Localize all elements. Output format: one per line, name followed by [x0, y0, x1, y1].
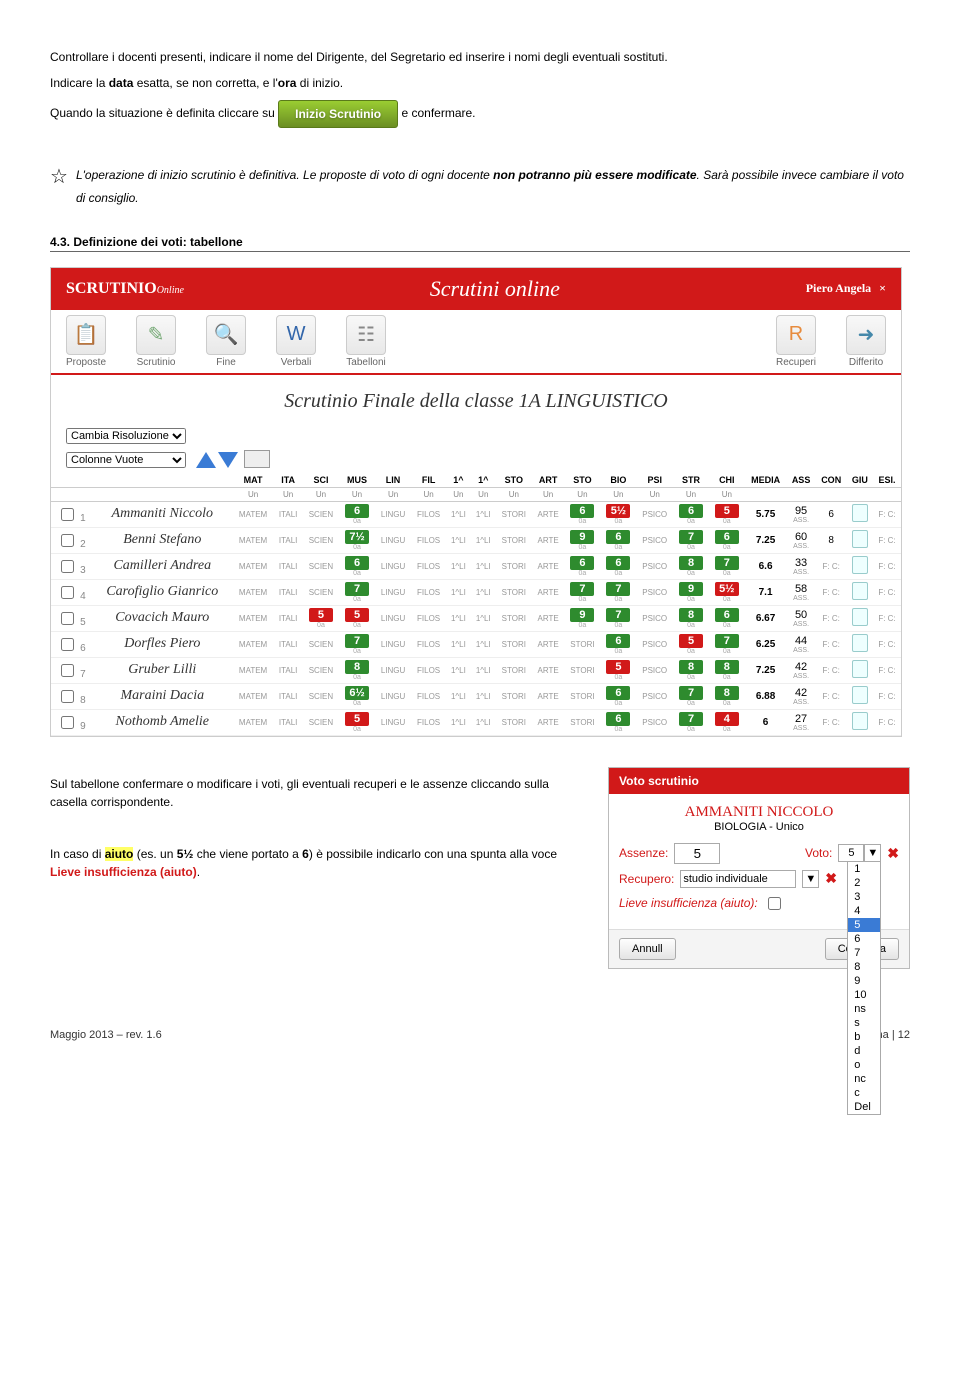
voto-option[interactable]: 2: [848, 876, 880, 890]
voto-option[interactable]: 4: [848, 904, 880, 918]
app-logo: SCRUTINIOOnline: [66, 280, 184, 298]
toolbar-recuperi[interactable]: RRecuperi: [776, 315, 816, 368]
toolbar-scrutinio[interactable]: ✎Scrutinio: [136, 315, 176, 368]
table-row[interactable]: 6Dorfles PieroMATEMITALISCIEN70aLINGUFIL…: [51, 631, 901, 657]
grades-table: MATITASCIMUSLINFIL1^1^STOARTSTOBIOPSISTR…: [51, 473, 901, 736]
note-icon[interactable]: [852, 556, 868, 574]
student-name: Benni Stefano: [92, 527, 233, 553]
class-subtitle: Scrutinio Finale della classe 1A LINGUIS…: [51, 375, 901, 423]
voto-option[interactable]: d: [848, 1044, 880, 1058]
toolbar-differito[interactable]: ➜Differito: [846, 315, 886, 368]
assenze-label: Assenze:: [619, 846, 668, 860]
voto-option[interactable]: 9: [848, 974, 880, 988]
voto-option[interactable]: 8: [848, 960, 880, 974]
toolbar-tabelloni[interactable]: ☷Tabelloni: [346, 315, 386, 368]
table-row[interactable]: 7Gruber LilliMATEMITALISCIEN80aLINGUFILO…: [51, 657, 901, 683]
table-row[interactable]: 4Carofiglio GianricoMATEMITALISCIEN70aLI…: [51, 579, 901, 605]
voto-select[interactable]: 5: [838, 844, 864, 862]
toolbar-proposte[interactable]: 📋Proposte: [66, 315, 106, 368]
voto-option[interactable]: 1: [848, 862, 880, 876]
table-row[interactable]: 3Camilleri AndreaMATEMITALISCIEN60aLINGU…: [51, 553, 901, 579]
page-footer: Maggio 2013 – rev. 1.6Pagina | 12: [50, 1029, 910, 1041]
lieve-checkbox[interactable]: [768, 897, 781, 910]
table-row[interactable]: 8Maraini DaciaMATEMITALISCIEN6½0aLINGUFI…: [51, 683, 901, 709]
app-screenshot: SCRUTINIOOnline Scrutini online Piero An…: [50, 267, 902, 737]
note-icon[interactable]: [852, 530, 868, 548]
columns-select[interactable]: Colonne Vuote: [66, 452, 186, 468]
lieve-label: Lieve insufficienza (aiuto):: [619, 896, 758, 910]
recupero-select[interactable]: studio individuale: [680, 870, 796, 888]
annulla-button[interactable]: Annull: [619, 938, 676, 960]
note-icon[interactable]: [852, 582, 868, 600]
table-row[interactable]: 1Ammaniti NiccoloMATEMITALISCIEN60aLINGU…: [51, 501, 901, 527]
voto-label: Voto:: [805, 846, 832, 860]
table-row[interactable]: 5Covacich MauroMATEMITALI50a50aLINGUFILO…: [51, 605, 901, 631]
voto-option[interactable]: 10: [848, 988, 880, 1002]
student-name: Gruber Lilli: [92, 657, 233, 683]
bottom-text-1: Sul tabellone confermare o modificare i …: [50, 775, 588, 811]
voto-option[interactable]: nc: [848, 1072, 880, 1086]
student-name: Nothomb Amelie: [92, 709, 233, 735]
student-name: Camilleri Andrea: [92, 553, 233, 579]
voto-option[interactable]: Del: [848, 1100, 880, 1114]
note-icon[interactable]: [852, 660, 868, 678]
intro-p3: Quando la situazione è definita cliccare…: [50, 100, 910, 128]
intro-p1: Controllare i docenti presenti, indicare…: [50, 48, 910, 66]
voto-option[interactable]: 6: [848, 932, 880, 946]
table-row[interactable]: 9Nothomb AmelieMATEMITALISCIEN50aLINGUFI…: [51, 709, 901, 735]
note-icon[interactable]: [852, 686, 868, 704]
app-title: Scrutini online: [430, 276, 560, 302]
recupero-label: Recupero:: [619, 872, 674, 886]
student-name: Dorfles Piero: [92, 631, 233, 657]
keyboard-icon[interactable]: [244, 450, 270, 468]
sort-up-icon[interactable]: [196, 452, 216, 468]
voto-student-name: AMMANITI NICCOLO: [619, 804, 899, 821]
toolbar-verbali[interactable]: WVerbali: [276, 315, 316, 368]
voto-option[interactable]: ns: [848, 1002, 880, 1016]
student-name: Maraini Dacia: [92, 683, 233, 709]
student-name: Ammaniti Niccolo: [92, 501, 233, 527]
voto-option[interactable]: b: [848, 1030, 880, 1044]
bottom-text-2: In caso di aiuto (es. un 5½ che viene po…: [50, 845, 588, 881]
voto-option[interactable]: o: [848, 1058, 880, 1072]
intro-p2: Indicare la data esatta, se non corretta…: [50, 74, 910, 92]
note-icon[interactable]: [852, 608, 868, 626]
toolbar: 📋Proposte ✎Scrutinio 🔍Fine WVerbali ☷Tab…: [51, 310, 901, 375]
note-icon[interactable]: [852, 504, 868, 522]
sort-down-icon[interactable]: [218, 452, 238, 468]
voto-option[interactable]: 7: [848, 946, 880, 960]
clear-voto-icon[interactable]: ✖: [887, 845, 899, 862]
voto-dialog-header: Voto scrutinio: [609, 768, 909, 794]
student-name: Carofiglio Gianrico: [92, 579, 233, 605]
note-icon[interactable]: [852, 634, 868, 652]
star-icon: ☆: [50, 164, 68, 210]
student-name: Covacich Mauro: [92, 605, 233, 631]
close-icon[interactable]: ×: [879, 281, 886, 295]
definitive-note: L'operazione di inizio scrutinio è defin…: [76, 164, 910, 210]
table-row[interactable]: 2Benni StefanoMATEMITALISCIEN7½0aLINGUFI…: [51, 527, 901, 553]
clear-recupero-icon[interactable]: ✖: [825, 870, 837, 887]
voto-option[interactable]: 5: [848, 918, 880, 932]
toolbar-fine[interactable]: 🔍Fine: [206, 315, 246, 368]
note-icon[interactable]: [852, 712, 868, 730]
voto-option[interactable]: 3: [848, 890, 880, 904]
voto-option[interactable]: s: [848, 1016, 880, 1030]
voto-subject: BIOLOGIA - Unico: [619, 821, 899, 833]
section-4-3-title: 4.3. Definizione dei voti: tabellone: [50, 235, 910, 252]
voto-option[interactable]: c: [848, 1086, 880, 1100]
resolution-select[interactable]: Cambia Risoluzione: [66, 428, 186, 444]
inizio-scrutinio-button[interactable]: Inizio Scrutinio: [278, 100, 398, 128]
assenze-input[interactable]: [674, 843, 720, 864]
app-user: Piero Angela×: [806, 281, 886, 296]
voto-dialog: Voto scrutinio AMMANITI NICCOLO BIOLOGIA…: [608, 767, 910, 969]
